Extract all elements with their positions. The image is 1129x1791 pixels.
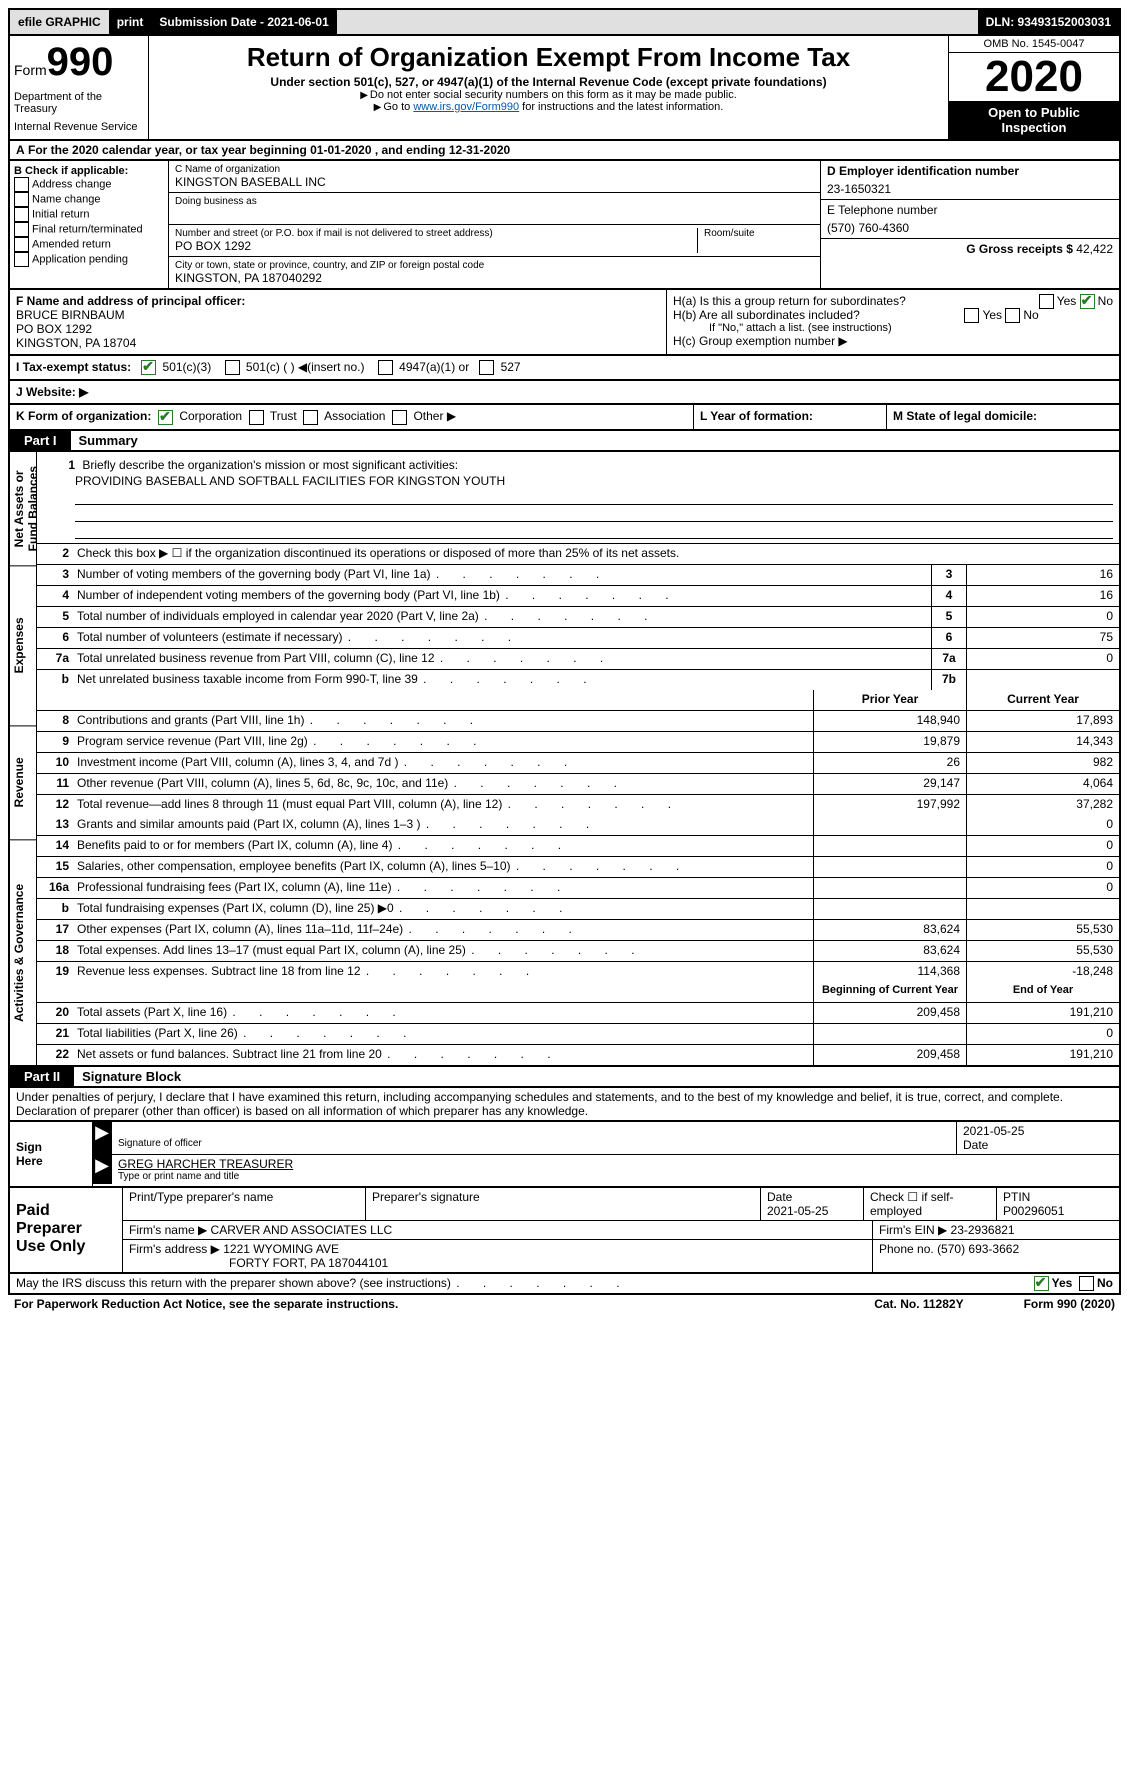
dba-value [175,207,814,221]
open-public: Open to PublicInspection [949,101,1119,139]
website-row: J Website: ▶ [8,381,1121,405]
part2-header: Part II Signature Block [8,1067,1121,1088]
firm-addr2: FORTY FORT, PA 187044101 [129,1256,866,1270]
firm-addr1: 1221 WYOMING AVE [223,1242,339,1256]
period-row: A For the 2020 calendar year, or tax yea… [8,141,1121,161]
bottom-row: For Paperwork Reduction Act Notice, see … [8,1295,1121,1313]
form-title: Return of Organization Exempt From Incom… [157,42,940,73]
tax-exempt-row: I Tax-exempt status: 501(c)(3) 501(c) ( … [8,356,1121,381]
vertical-tabs: Net Assets or Fund Balances Expenses Rev… [10,452,37,1065]
ha-no[interactable] [1080,294,1095,309]
part1-header: Part I Summary [8,431,1121,452]
hb-yes[interactable] [964,308,979,323]
chk-other[interactable] [392,410,407,425]
form990-link[interactable]: www.irs.gov/Form990 [413,101,519,113]
chk-4947[interactable] [378,360,393,375]
officer-addr2: KINGSTON, PA 18704 [16,336,660,350]
col-b-checks: B Check if applicable: Address change Na… [10,161,169,288]
chk-assoc[interactable] [303,410,318,425]
hb-no[interactable] [1005,308,1020,323]
chk-initial-return[interactable] [14,207,29,222]
perjury-text: Under penalties of perjury, I declare th… [8,1088,1121,1122]
firm-phone: (570) 693-3662 [937,1242,1019,1256]
chk-corp[interactable] [158,410,173,425]
hc-label: H(c) Group exemption number ▶ [673,334,1113,348]
firm-name: CARVER AND ASSOCIATES LLC [211,1223,393,1237]
firm-ein: 23-2936821 [951,1223,1015,1237]
paid-preparer-block: PaidPreparerUse Only Print/Type preparer… [8,1188,1121,1274]
chk-app-pending[interactable] [14,252,29,267]
irs-label: Internal Revenue Service [14,115,144,133]
org-info-section: B Check if applicable: Address change Na… [8,161,1121,290]
row-klm: K Form of organization: Corporation Trus… [8,405,1121,430]
chk-address-change[interactable] [14,177,29,192]
city-state-zip: KINGSTON, PA 187040292 [175,271,814,285]
ein-value: 23-1650321 [827,178,1113,196]
ha-yes[interactable] [1039,294,1054,309]
chk-501c[interactable] [225,360,240,375]
form-header: Form990 Department of the Treasury Inter… [8,36,1121,141]
subtitle-1: Under section 501(c), 527, or 4947(a)(1)… [157,75,940,89]
mission-text: PROVIDING BASEBALL AND SOFTBALL FACILITI… [43,474,1113,488]
discuss-no[interactable] [1079,1276,1094,1291]
officer-addr1: PO BOX 1292 [16,322,660,336]
chk-final-return[interactable] [14,222,29,237]
chk-527[interactable] [479,360,494,375]
officer-name: BRUCE BIRNBAUM [16,308,660,322]
tax-year: 2020 [949,53,1119,101]
chk-amended[interactable] [14,237,29,252]
submission-date: Submission Date - 2021-06-01 [151,8,336,36]
chk-trust[interactable] [249,410,264,425]
street-address: PO BOX 1292 [175,239,691,253]
omb-number: OMB No. 1545-0047 [949,36,1119,53]
org-name: KINGSTON BASEBALL INC [175,175,814,189]
summary-section: Net Assets or Fund Balances Expenses Rev… [8,452,1121,1067]
prep-date: 2021-05-25 [767,1204,857,1218]
officer-h-section: F Name and address of principal officer:… [8,290,1121,356]
chk-501c3[interactable] [141,360,156,375]
discuss-yes[interactable] [1034,1276,1049,1291]
sign-here-block: SignHere ▶ Signature of officer 2021-05-… [8,1122,1121,1188]
discuss-row: May the IRS discuss this return with the… [8,1274,1121,1295]
top-bar: efile GRAPHIC print Submission Date - 20… [8,8,1121,36]
sign-date: 2021-05-25 [963,1124,1113,1138]
gross-receipts: 42,422 [1076,242,1113,256]
dept-treasury: Department of the Treasury [14,85,144,115]
efile-label: efile GRAPHIC [10,13,109,31]
form-number: Form990 [14,40,144,85]
phone-value: (570) 760-4360 [827,217,1113,235]
ptin: P00296051 [1003,1204,1113,1218]
officer-name-title: GREG HARCHER TREASURER [118,1157,1113,1171]
print-button[interactable]: print [109,8,152,36]
chk-name-change[interactable] [14,192,29,207]
subtitle-2: Do not enter social security numbers on … [157,89,940,101]
dln-label: DLN: 93493152003031 [978,8,1119,36]
subtitle-3: Go to www.irs.gov/Form990 for instructio… [157,101,940,113]
